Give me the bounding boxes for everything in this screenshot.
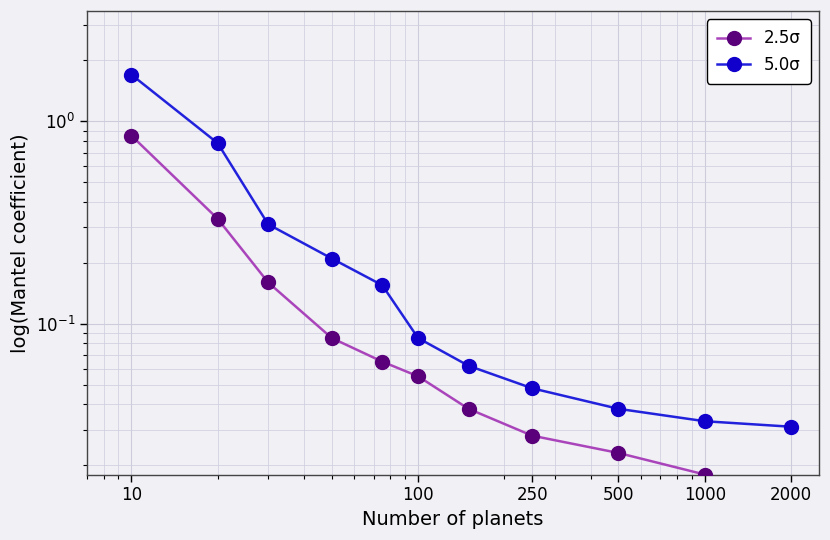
5.0σ <box>527 385 537 392</box>
5.0σ <box>263 221 273 227</box>
Y-axis label: log(Mantel coefficient): log(Mantel coefficient) <box>11 133 30 353</box>
2.5σ <box>126 132 136 139</box>
2.5σ <box>700 471 710 478</box>
2.5σ <box>527 433 537 439</box>
5.0σ <box>413 335 423 341</box>
2.5σ <box>413 373 423 380</box>
2.5σ <box>327 335 337 341</box>
Legend: 2.5σ, 5.0σ: 2.5σ, 5.0σ <box>707 19 811 84</box>
5.0σ <box>212 140 222 146</box>
2.5σ <box>464 406 474 412</box>
Line: 5.0σ: 5.0σ <box>124 68 798 434</box>
5.0σ <box>786 423 796 430</box>
5.0σ <box>327 255 337 262</box>
Line: 2.5σ: 2.5σ <box>124 129 798 517</box>
X-axis label: Number of planets: Number of planets <box>362 510 544 529</box>
5.0σ <box>378 282 388 288</box>
2.5σ <box>613 450 623 456</box>
5.0σ <box>700 418 710 424</box>
2.5σ <box>378 359 388 365</box>
5.0σ <box>464 362 474 369</box>
5.0σ <box>126 71 136 78</box>
2.5σ <box>212 215 222 222</box>
2.5σ <box>786 507 796 514</box>
2.5σ <box>263 279 273 286</box>
5.0σ <box>613 406 623 412</box>
